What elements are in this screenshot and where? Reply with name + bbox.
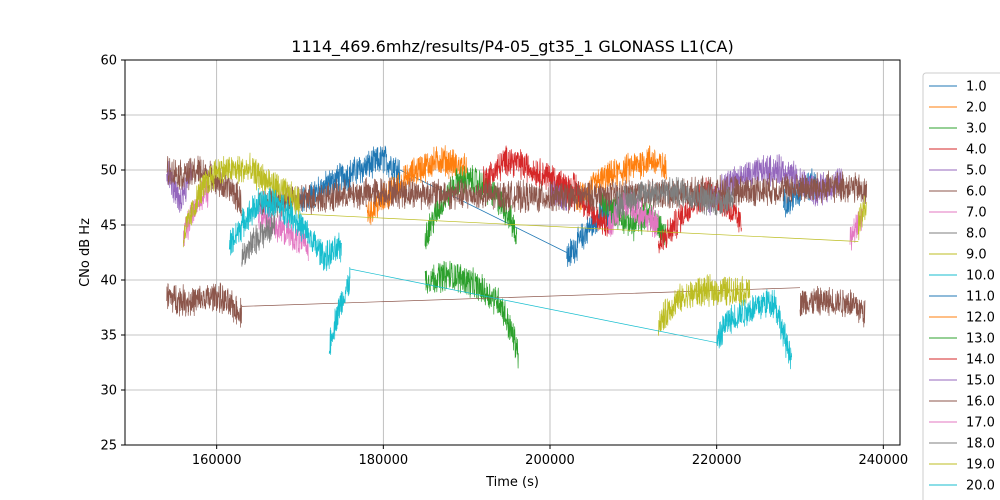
- series-19.0: [182, 152, 867, 336]
- legend-label: 12.0: [966, 311, 995, 326]
- x-tick-label: 200000: [525, 453, 575, 468]
- y-tick-label: 35: [100, 329, 117, 344]
- x-tick-label: 240000: [859, 453, 909, 468]
- grid-lines: [125, 59, 900, 446]
- series-line-15.0: [707, 153, 843, 216]
- legend-label: 11.0: [966, 290, 995, 305]
- legend-label: 9.0: [966, 248, 987, 263]
- chart-title: 1114_469.6mhz/results/P4-05_gt35_1 GLONA…: [291, 37, 733, 57]
- legend-label: 4.0: [966, 143, 987, 158]
- plot-frame: [124, 59, 901, 446]
- legend-label: 6.0: [966, 185, 987, 200]
- legend-label: 15.0: [966, 374, 995, 389]
- y-tick-label: 25: [100, 439, 117, 454]
- legend-box: [922, 72, 1000, 500]
- series-line-11.0: [399, 169, 567, 253]
- series-line-20.0: [328, 267, 351, 355]
- legend-label: 18.0: [966, 437, 995, 452]
- series-line-20.0: [349, 268, 717, 344]
- series-line-19.0: [657, 274, 751, 336]
- x-tick-label: 160000: [192, 453, 242, 468]
- series-line-12.0: [574, 145, 668, 213]
- series-line-18.0: [241, 213, 276, 267]
- series-line-13.0: [424, 260, 519, 369]
- series-line-13.0: [424, 165, 518, 250]
- x-tick-label: 180000: [359, 453, 409, 468]
- series-line-16.0: [166, 155, 242, 217]
- series-12.0: [366, 145, 668, 225]
- series-line-16.0: [799, 285, 866, 328]
- legend: 1.0 2.0 3.0 4.0 5.0 6.0 7.0 8.0 9.0 10.0 11.0 12.0 1…: [922, 72, 1000, 500]
- legend-label: 16.0: [966, 395, 995, 410]
- series-18.0: [241, 176, 734, 267]
- series-line-19.0: [857, 195, 867, 241]
- x-tick-label: 220000: [692, 453, 742, 468]
- axis-ticks: 160000 180000 200000 220000 240000 25 30 35 40 45…: [100, 54, 908, 469]
- legend-label: 1.0: [966, 80, 987, 95]
- y-tick-label: 30: [100, 384, 117, 399]
- y-tick-label: 60: [100, 54, 117, 69]
- series-line-19.0: [182, 152, 301, 248]
- y-axis-label: CNo dB Hz: [78, 218, 93, 287]
- legend-label: 13.0: [966, 332, 995, 347]
- series-line-19.0: [299, 213, 859, 242]
- series-20.0: [228, 187, 793, 370]
- legend-label: 20.0: [966, 479, 995, 494]
- legend-label: 14.0: [966, 353, 995, 368]
- y-tick-label: 40: [100, 274, 117, 289]
- y-tick-label: 45: [100, 219, 117, 234]
- series-line-20.0: [716, 288, 793, 370]
- legend-label: 7.0: [966, 206, 987, 221]
- series-line-12.0: [366, 145, 468, 225]
- series-layer: [166, 145, 868, 370]
- y-tick-label: 55: [100, 109, 117, 124]
- legend-label: 17.0: [966, 416, 995, 431]
- legend-label: 8.0: [966, 227, 987, 242]
- series-line-18.0: [616, 176, 734, 218]
- legend-label: 10.0: [966, 269, 995, 284]
- x-axis-label: Time (s): [485, 475, 539, 490]
- legend-label: 5.0: [966, 164, 987, 179]
- series-line-16.0: [166, 282, 243, 328]
- series-line-20.0: [228, 187, 343, 272]
- series-line-16.0: [257, 170, 868, 219]
- series-line-11.0: [299, 145, 401, 213]
- y-tick-label: 50: [100, 164, 117, 179]
- legend-label: 2.0: [966, 101, 987, 116]
- series-line-14.0: [482, 145, 576, 212]
- legend-label: 3.0: [966, 122, 987, 137]
- legend-label: 19.0: [966, 458, 995, 473]
